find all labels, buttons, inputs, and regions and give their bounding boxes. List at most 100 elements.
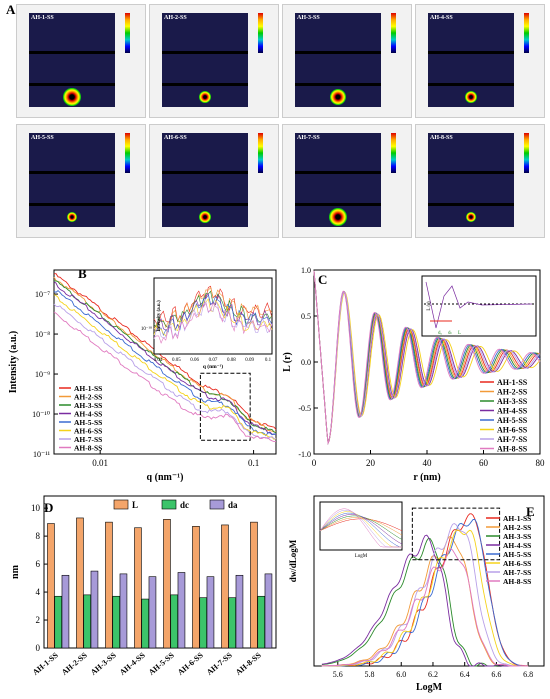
- x-tick-label: 80: [536, 458, 546, 468]
- legend-label: AH-5-SS: [503, 550, 531, 559]
- legend-label: AH-2-SS: [497, 388, 528, 397]
- y-tick-label: 8: [36, 531, 41, 541]
- legend-label: AH-6-SS: [503, 559, 531, 568]
- legend-label: dc: [180, 500, 189, 510]
- colorbar: [391, 133, 396, 173]
- legend-label: L: [132, 500, 138, 510]
- sample-label: AH-8-SS: [430, 135, 453, 141]
- bar-L: [221, 524, 229, 649]
- legend-swatch: [161, 499, 177, 510]
- y-tick-label: 10⁻⁹: [35, 370, 50, 379]
- bar-L: [163, 519, 171, 649]
- series-line-2: [321, 536, 529, 667]
- x-tick-label: AH-6-SS: [176, 650, 205, 677]
- correlation-function-chart: C -1.0 -0.5 0.0 0.5 1.0 0 20 40 60 80 r (nm) L (r) AH…: [282, 266, 546, 482]
- inset-y-label: L (r): [427, 301, 432, 310]
- series-line-6: [313, 270, 541, 445]
- inset-x-axis-label: q (nm⁻¹): [203, 363, 223, 370]
- y-axis-label: L (r): [282, 352, 293, 372]
- panel-c-letter: C: [318, 272, 327, 287]
- beam-stop-strip: [428, 171, 514, 174]
- legend-label: AH-4-SS: [503, 541, 531, 550]
- legend-label: AH-2-SS: [503, 523, 531, 532]
- inset-line-8: [319, 508, 402, 548]
- beam-stop-strip: [295, 171, 381, 174]
- x-tick-label: 6.8: [523, 670, 533, 679]
- inset-x-tick-label: 0.04: [154, 358, 163, 363]
- inset-x-tick-label: 0.09: [245, 358, 254, 363]
- x-tick-label: AH-8-SS: [234, 650, 263, 677]
- bar-L: [47, 523, 55, 649]
- legend-label: AH-1-SS: [74, 384, 102, 393]
- saxs-image: [29, 133, 115, 227]
- beam-stop-strip: [29, 203, 115, 206]
- bar-L: [76, 517, 84, 649]
- y-tick-label: 0.0: [301, 358, 311, 367]
- bar-dc: [228, 597, 236, 649]
- legend: AH-1-SSAH-2-SSAH-3-SSAH-4-SSAH-5-SSAH-6-…: [480, 378, 528, 454]
- zoom-box: [411, 507, 501, 561]
- x-axis-label: r (nm): [413, 472, 440, 482]
- colorbar: [391, 13, 396, 53]
- x-axis-label: q (nm⁻¹): [147, 472, 184, 482]
- beam-stop-strip: [162, 51, 248, 54]
- inset-frame: [421, 275, 537, 337]
- zoom-box: [199, 372, 251, 441]
- beam-stop-strip: [29, 171, 115, 174]
- bar-L: [134, 527, 142, 649]
- bar-L: [192, 526, 200, 649]
- y-tick-label: 1.0: [301, 266, 311, 275]
- saxs-pattern-7: AH-7-SS: [282, 124, 412, 238]
- sample-label: AH-7-SS: [297, 135, 320, 141]
- y-tick-label: 0.5: [301, 312, 311, 321]
- inset-x-tick-label: 0.08: [227, 358, 236, 363]
- legend-label: AH-2-SS: [74, 393, 102, 402]
- legend-label: AH-3-SS: [74, 401, 102, 410]
- y-tick-label: 2: [36, 615, 41, 625]
- sample-label: AH-1-SS: [31, 15, 54, 21]
- legend-label: AH-3-SS: [497, 397, 528, 406]
- saxs-pattern-3: AH-3-SS: [282, 4, 412, 118]
- legend-label: AH-4-SS: [497, 407, 528, 416]
- bar-dc: [257, 595, 265, 649]
- series-line-4: [321, 534, 529, 667]
- colorbar: [524, 13, 529, 53]
- colorbar: [125, 13, 130, 53]
- y-tick-label: 10⁻⁸: [35, 330, 50, 339]
- plot-frame: [53, 269, 277, 455]
- legend-swatch: [209, 499, 225, 510]
- scattering-spot: [199, 91, 211, 103]
- series-line-1: [53, 273, 277, 430]
- bar-da: [177, 572, 186, 649]
- beam-stop-strip: [162, 83, 248, 86]
- inset-annotation: dₐ: [438, 331, 443, 336]
- y-tick-label: 10⁻¹¹: [33, 450, 51, 459]
- sample-label: AH-3-SS: [297, 15, 320, 21]
- bar-da: [206, 576, 215, 649]
- bar-da: [90, 570, 99, 649]
- saxs-intensity-chart: B 10⁻¹¹ 10⁻¹⁰ 10⁻⁹ 10⁻⁸ 10⁻⁷ 0.01 0.1 q (nm⁻¹) In…: [8, 266, 277, 482]
- x-axis-label: LogM: [416, 682, 443, 693]
- y-axis-label: dw/dLogM: [288, 539, 298, 582]
- saxs-pattern-6: AH-6-SS: [149, 124, 279, 238]
- colorbar: [524, 133, 529, 173]
- bar-dc: [199, 597, 207, 649]
- beam-stop-strip: [428, 51, 514, 54]
- series-line-8: [53, 311, 276, 443]
- x-tick-label: AH-1-SS: [31, 650, 60, 677]
- inset-y-tick-label: 10⁻¹⁰: [141, 326, 152, 332]
- bar-dc: [141, 598, 149, 649]
- inset-line-6: [319, 511, 402, 548]
- inset-x-axis-label: LogM: [355, 554, 368, 559]
- x-tick-label: 0: [312, 458, 317, 468]
- scattering-spot: [466, 212, 476, 222]
- beam-stop-strip: [162, 171, 248, 174]
- x-tick-label: 60: [479, 458, 489, 468]
- sample-label: AH-6-SS: [164, 135, 187, 141]
- x-tick-label: 0.01: [92, 458, 108, 468]
- legend-label: AH-8-SS: [74, 444, 102, 453]
- y-tick-label: 4: [36, 587, 41, 597]
- bar-da: [235, 574, 244, 649]
- x-tick-label: 6.0: [396, 670, 406, 679]
